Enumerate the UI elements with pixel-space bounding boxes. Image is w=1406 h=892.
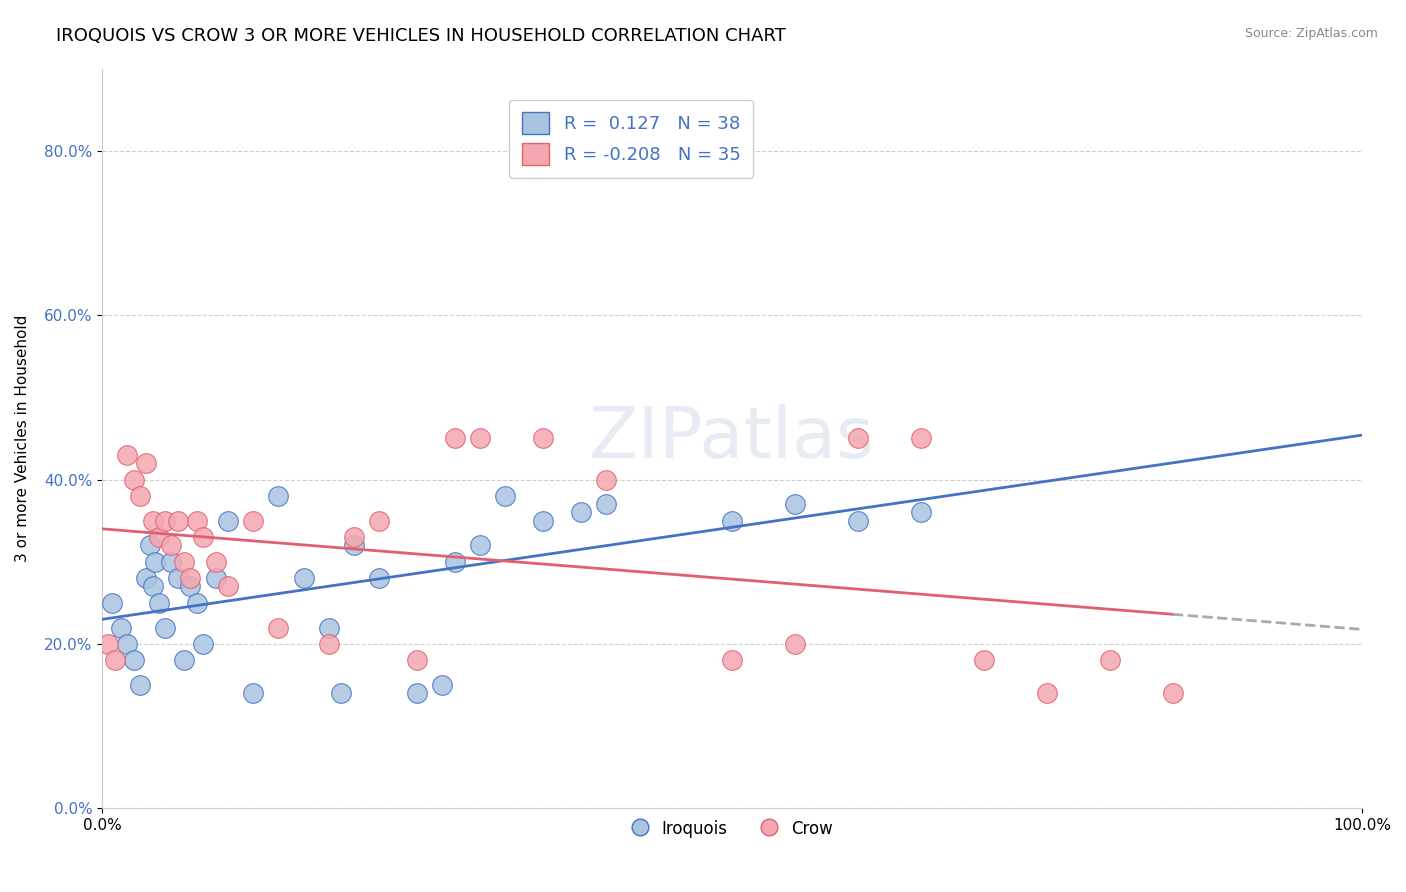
- Crow: [368, 514, 391, 528]
- Iroquois: [292, 571, 315, 585]
- Iroquois: [101, 596, 124, 610]
- Crow: [973, 653, 995, 667]
- Iroquois: [139, 538, 162, 552]
- Iroquois: [569, 506, 592, 520]
- Iroquois: [531, 514, 554, 528]
- Legend: Iroquois, Crow: Iroquois, Crow: [624, 814, 839, 845]
- Crow: [179, 571, 201, 585]
- Crow: [160, 538, 183, 552]
- Iroquois: [318, 621, 340, 635]
- Iroquois: [721, 514, 744, 528]
- Iroquois: [160, 555, 183, 569]
- Text: IROQUOIS VS CROW 3 OR MORE VEHICLES IN HOUSEHOLD CORRELATION CHART: IROQUOIS VS CROW 3 OR MORE VEHICLES IN H…: [56, 27, 786, 45]
- Crow: [595, 473, 617, 487]
- Iroquois: [783, 497, 806, 511]
- Iroquois: [595, 497, 617, 511]
- Crow: [910, 432, 932, 446]
- Text: Source: ZipAtlas.com: Source: ZipAtlas.com: [1244, 27, 1378, 40]
- Crow: [148, 530, 170, 544]
- Crow: [242, 514, 264, 528]
- Crow: [129, 489, 152, 503]
- Crow: [267, 621, 290, 635]
- Iroquois: [368, 571, 391, 585]
- Crow: [444, 432, 467, 446]
- Crow: [135, 456, 157, 470]
- Crow: [166, 514, 188, 528]
- Crow: [153, 514, 176, 528]
- Crow: [406, 653, 429, 667]
- Crow: [173, 555, 195, 569]
- Iroquois: [129, 678, 152, 692]
- Crow: [186, 514, 208, 528]
- Crow: [531, 432, 554, 446]
- Y-axis label: 3 or more Vehicles in Household: 3 or more Vehicles in Household: [15, 315, 30, 562]
- Crow: [783, 637, 806, 651]
- Iroquois: [191, 637, 214, 651]
- Crow: [117, 448, 139, 462]
- Iroquois: [122, 653, 145, 667]
- Text: ZIPatlas: ZIPatlas: [589, 404, 875, 473]
- Crow: [318, 637, 340, 651]
- Crow: [97, 637, 120, 651]
- Crow: [721, 653, 744, 667]
- Iroquois: [135, 571, 157, 585]
- Iroquois: [148, 596, 170, 610]
- Crow: [122, 473, 145, 487]
- Crow: [343, 530, 366, 544]
- Iroquois: [330, 686, 353, 700]
- Crow: [1161, 686, 1184, 700]
- Crow: [846, 432, 869, 446]
- Iroquois: [204, 571, 226, 585]
- Iroquois: [343, 538, 366, 552]
- Iroquois: [242, 686, 264, 700]
- Iroquois: [153, 621, 176, 635]
- Iroquois: [166, 571, 188, 585]
- Iroquois: [141, 579, 163, 593]
- Iroquois: [494, 489, 516, 503]
- Crow: [1036, 686, 1059, 700]
- Crow: [141, 514, 163, 528]
- Iroquois: [406, 686, 429, 700]
- Iroquois: [432, 678, 454, 692]
- Crow: [217, 579, 239, 593]
- Iroquois: [444, 555, 467, 569]
- Iroquois: [468, 538, 491, 552]
- Iroquois: [186, 596, 208, 610]
- Crow: [468, 432, 491, 446]
- Iroquois: [846, 514, 869, 528]
- Iroquois: [267, 489, 290, 503]
- Iroquois: [117, 637, 139, 651]
- Iroquois: [143, 555, 166, 569]
- Crow: [191, 530, 214, 544]
- Crow: [104, 653, 127, 667]
- Crow: [204, 555, 226, 569]
- Iroquois: [179, 579, 201, 593]
- Iroquois: [173, 653, 195, 667]
- Iroquois: [217, 514, 239, 528]
- Crow: [1098, 653, 1121, 667]
- Iroquois: [110, 621, 132, 635]
- Iroquois: [910, 506, 932, 520]
